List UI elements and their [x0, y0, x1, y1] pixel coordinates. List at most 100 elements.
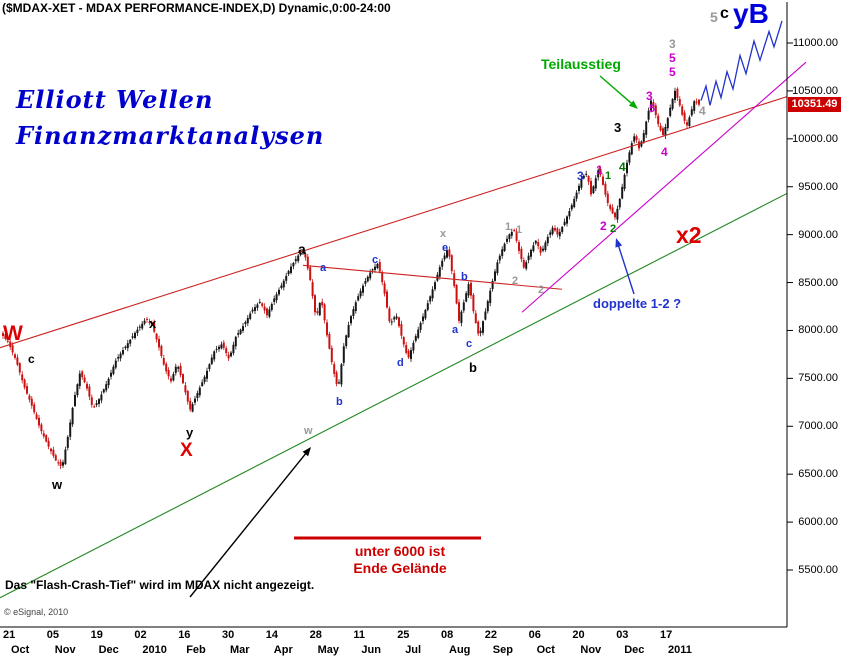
y-axis-price-label: 11000.00 [792, 37, 838, 49]
wave-label-4: 4 [661, 145, 668, 159]
upper-red-channel [0, 96, 788, 349]
x-axis-month-label: Jul [405, 644, 422, 656]
x-axis-day-label: 08 [441, 629, 454, 641]
wave-label-x: x [440, 228, 447, 240]
y-axis-price-label: 9500.00 [798, 180, 838, 193]
x-axis-day-label: 03 [616, 629, 629, 641]
wave-label-3: 3 [646, 89, 653, 103]
unter-6000-note-line2: Ende Gelände [353, 560, 447, 576]
x-axis-month-label: Dec [624, 644, 645, 656]
wave-label-a: a [452, 324, 459, 336]
x-axis-day-label: 17 [660, 629, 673, 641]
window-title: ($MDAX-XET - MDAX PERFORMANCE-INDEX,D) D… [2, 1, 391, 15]
x-axis-month-label: Nov [580, 644, 602, 656]
x-axis-month-label: Feb [186, 644, 206, 656]
x-axis-day-label: 20 [572, 629, 585, 641]
y-axis-price-label: 9000.00 [798, 228, 838, 241]
wave-label-c: c [466, 338, 473, 350]
x-axis-month-label: Aug [449, 644, 471, 656]
wave-label-2: 2 [512, 275, 519, 287]
wave-label-1: 1 [505, 221, 512, 233]
copyright-note: © eSignal, 2010 [4, 607, 69, 617]
wave-label-b: b [336, 396, 343, 408]
y-axis-price-label: 7500.00 [798, 372, 838, 385]
x-axis-day-label: 11 [353, 629, 366, 641]
y-axis-price-label: 6000.00 [798, 516, 838, 529]
wave-label-c: c [372, 254, 379, 266]
inner-red-line [302, 264, 563, 290]
x-axis-month-label: Sep [492, 644, 513, 656]
wave-label-2: 2 [600, 219, 607, 233]
y-axis-price-label: 10500.00 [792, 84, 838, 97]
wave-label-a: a [320, 262, 327, 274]
y-axis-price-label: 8500.00 [798, 276, 838, 289]
doppelte-arrow [617, 243, 635, 295]
projected-wave-path [700, 20, 783, 106]
watermark-line1: Elliott Wellen [16, 85, 214, 114]
wave-label-2: 2 [538, 284, 545, 296]
wave-label-1: 1 [516, 224, 523, 236]
wave-label-5: 5 [649, 103, 656, 115]
green-support [0, 192, 788, 599]
wave-label-X: X [180, 440, 193, 461]
wave-label-W: W [3, 322, 23, 345]
wave-label-3: 3 [669, 37, 676, 51]
wave-label-1: 1 [605, 170, 612, 182]
wave-label-5: 5 [710, 9, 718, 25]
x-axis-month-label: Oct [536, 644, 555, 656]
y-axis-price-label: 8000.00 [798, 324, 838, 337]
y-axis-price-label: 10000.00 [792, 132, 838, 145]
y-axis-price-label: 5500.00 [798, 564, 838, 576]
x2-wave-annotation: x2 [676, 222, 702, 248]
x-axis-day-label: 14 [265, 629, 279, 641]
x-axis-day-label: 19 [90, 629, 103, 641]
wave-label-yB: yB [733, 0, 769, 29]
flash-crash-note: Das "Flash-Crash-Tief" wird im MDAX nich… [5, 578, 315, 592]
x-axis-month-label: Dec [98, 644, 119, 656]
wave-label-b: b [469, 360, 477, 375]
wave-label-5: 5 [669, 65, 676, 79]
x-axis-month-label: May [317, 644, 339, 656]
wave-label-y: y [186, 425, 194, 440]
wave-label-c: c [28, 352, 35, 366]
wave-label-4: 4 [619, 160, 626, 174]
wave-label-4: 4 [699, 104, 706, 118]
wave-label-3: 3 [614, 120, 622, 135]
y-axis-price-label: 7000.00 [798, 420, 838, 433]
y-axis-price-label: 6500.00 [798, 468, 838, 481]
unter-6000-note-line1: unter 6000 ist [354, 543, 446, 559]
x-axis-month-label: Oct [11, 644, 30, 656]
x-axis-day-label: 16 [178, 629, 191, 641]
x-axis-month-label: Jun [361, 644, 381, 656]
wave-label-1: 1 [596, 163, 603, 177]
wave-label-a: a [298, 241, 306, 257]
x-axis-month-label: Mar [230, 644, 250, 656]
x-axis-month-label: Apr [273, 644, 293, 656]
current-price-tag: 10351.49 [788, 97, 841, 112]
wave-label-x: x [149, 316, 157, 331]
wave-label-d: d [397, 357, 404, 369]
x-axis-day-label: 05 [46, 629, 60, 641]
x-axis-month-label: Nov [54, 644, 76, 656]
x-axis-day-label: 28 [309, 629, 322, 641]
wave-label-b: b [461, 271, 468, 283]
magenta-support [521, 61, 807, 313]
x-axis-day-label: 21 [3, 629, 16, 641]
x-axis-month-label: 2010 [142, 644, 167, 656]
wave-label-2: 2 [610, 223, 617, 235]
x-axis-day-label: 25 [397, 629, 410, 641]
doppelte-1-2-annotation: doppelte 1-2 ? [593, 296, 682, 311]
wave-label-e: e [442, 242, 449, 254]
x-axis-month-label: 2011 [668, 644, 692, 656]
wave-label-3: 3 [577, 169, 584, 183]
x-axis-day-label: 22 [484, 629, 498, 641]
wave-label-w: w [304, 425, 313, 437]
wave-label-5: 5 [669, 51, 676, 65]
watermark-line2: Finanzmarktanalysen [16, 121, 325, 150]
x-axis-day-label: 30 [222, 629, 235, 641]
x-axis-day-label: 06 [528, 629, 541, 641]
teilausstieg-annotation: Teilausstieg [541, 56, 621, 72]
x-axis-day-label: 02 [134, 629, 147, 641]
